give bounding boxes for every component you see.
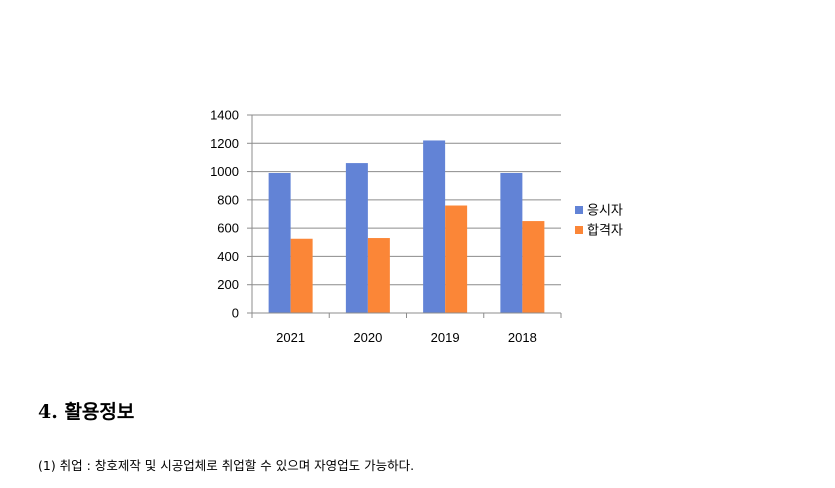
x-tick-label: 2019	[431, 330, 460, 345]
chart-axes: 0 200 400 600 800 1000 1200 1400 2021 2020 2019 201…	[210, 108, 562, 345]
y-tick-label: 800	[217, 192, 239, 207]
legend-swatch	[575, 206, 583, 214]
y-tick-label: 1000	[210, 164, 239, 179]
y-tick-label: 200	[217, 277, 239, 292]
employment-info-text: (1) 취업 : 창호제작 및 시공업체로 취업할 수 있으며 자영업도 가능하…	[38, 458, 415, 473]
y-tick-label: 600	[217, 221, 239, 236]
legend-label: 응시자	[587, 204, 623, 219]
bar-2021-series-1	[268, 172, 291, 313]
bar-2019-series-2	[445, 205, 468, 313]
bar-2020-series-1	[345, 163, 368, 313]
legend-label: 합격자	[587, 224, 623, 239]
bar-2018-series-1	[500, 172, 523, 313]
chart-bars	[268, 140, 545, 313]
y-tick-label: 400	[217, 249, 239, 264]
y-tick-label: 1400	[210, 108, 239, 123]
y-tick-label: 1200	[210, 136, 239, 151]
bar-2021-series-2	[290, 238, 313, 313]
x-tick-label: 2020	[353, 330, 382, 345]
bar-chart: 0 200 400 600 800 1000 1200 1400 2021 2020 2019 201…	[210, 108, 623, 346]
x-tick-label: 2021	[276, 330, 305, 345]
x-tick-label: 2018	[508, 330, 537, 345]
legend-swatch	[575, 226, 583, 234]
bar-2018-series-2	[522, 221, 545, 313]
bar-2019-series-1	[423, 140, 446, 313]
bar-2020-series-2	[367, 238, 390, 313]
section-heading: 4. 활용정보	[38, 401, 135, 423]
y-tick-label: 0	[232, 306, 239, 321]
